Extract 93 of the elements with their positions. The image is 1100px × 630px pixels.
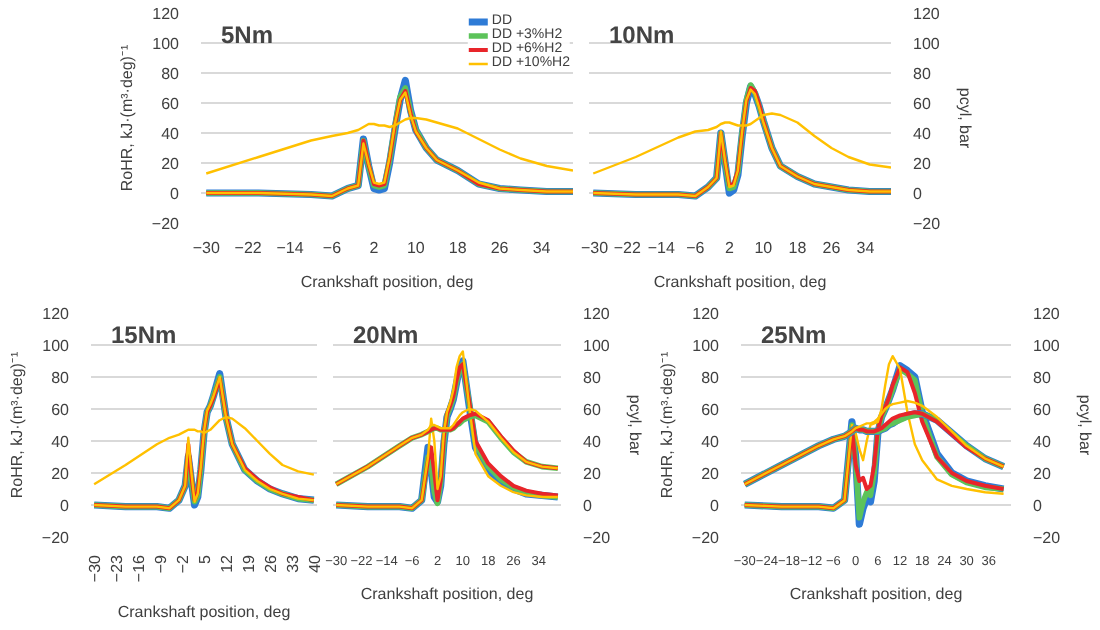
x-tick-label: 33: [283, 553, 302, 573]
y2-tick-label: 0: [1033, 497, 1043, 515]
y-tick-label: −20: [41, 529, 71, 547]
x-tick-label: 18: [448, 239, 468, 257]
x-tick-label: −14: [647, 239, 676, 257]
y2-tick-label: −20: [913, 215, 942, 233]
y-tick-label: 100: [42, 337, 71, 355]
y2-tick-label: 0: [583, 497, 593, 515]
y-tick-label: 120: [152, 5, 181, 23]
y-tick-label: 80: [51, 369, 71, 387]
y-tick-label: 100: [152, 35, 181, 53]
x-tick-label: 26: [490, 239, 510, 257]
x-tick-label: −30: [86, 553, 105, 583]
y2-tick-label: 100: [583, 337, 611, 355]
y-tick-label: 20: [161, 155, 181, 173]
x-tick-label: −14: [276, 239, 305, 257]
y-tick-label: 120: [42, 305, 71, 323]
y-tick-label: 60: [51, 401, 71, 419]
y2-tick-label: 80: [913, 65, 932, 83]
y2-tick-label: 120: [1033, 305, 1061, 323]
x-tick-label: −22: [234, 239, 263, 257]
x-tick-label: 2: [724, 239, 735, 257]
y2-tick-label: −20: [1033, 529, 1062, 547]
y-tick-label: 80: [161, 65, 181, 83]
y2-tick-label: −20: [583, 529, 612, 547]
x-tick-label: −30: [192, 239, 221, 257]
y2-tick-label: 20: [1033, 465, 1052, 483]
x-tick-label: −9: [152, 553, 171, 574]
x-tick-label: 19: [239, 553, 258, 573]
y2-tick-label: 100: [913, 35, 941, 53]
y-axis-title: RoHR, kJ·(m³·deg)⁻¹: [657, 351, 676, 499]
x-tick-label: 40: [305, 553, 324, 573]
x-tick-label: −16: [130, 553, 149, 583]
x-axis-title: Crankshaft position, deg: [653, 273, 827, 291]
y-tick-label: 0: [170, 185, 181, 203]
y2-tick-label: 40: [1033, 433, 1052, 451]
x-tick-label: −6: [322, 239, 343, 257]
x-axis-title: Crankshaft position, deg: [789, 585, 963, 603]
x-tick-label: −6: [686, 239, 706, 257]
x-tick-label: 12: [217, 553, 236, 573]
x-tick-label: 26: [822, 239, 842, 257]
chart-title: 10Nm: [609, 21, 675, 49]
y-tick-label: 80: [701, 369, 721, 387]
x-tick-label: −30: [581, 239, 610, 257]
x-tick-label: −2: [174, 553, 193, 574]
y-tick-label: −20: [691, 529, 721, 547]
y2-tick-label: 40: [913, 125, 932, 143]
y2-tick-label: 20: [583, 465, 602, 483]
y2-tick-label: 120: [913, 5, 941, 23]
y-tick-label: 40: [161, 125, 181, 143]
y2-axis-title: pcyl, bar: [1076, 394, 1095, 456]
chart-title: 15Nm: [111, 321, 177, 349]
chart-title: 5Nm: [221, 21, 274, 49]
y2-tick-label: 80: [1033, 369, 1052, 387]
x-tick-label: −23: [108, 553, 127, 583]
x-tick-label: 34: [532, 239, 552, 257]
y-tick-label: 40: [51, 433, 71, 451]
y2-axis-title: pcyl, bar: [626, 394, 645, 456]
x-tick-label: 10: [406, 239, 426, 257]
y-tick-label: 20: [51, 465, 71, 483]
y-tick-label: 100: [692, 337, 721, 355]
y-axis-title: RoHR, kJ·(m³·deg)⁻¹: [7, 351, 26, 499]
y2-tick-label: 60: [583, 401, 602, 419]
y2-tick-label: 40: [583, 433, 602, 451]
x-tick-label: −22: [613, 239, 642, 257]
y2-tick-label: 120: [583, 305, 611, 323]
x-tick-label: 34: [856, 239, 876, 257]
y-tick-label: 60: [701, 401, 721, 419]
chart-title: 25Nm: [761, 321, 827, 349]
y-tick-label: 20: [701, 465, 721, 483]
y-tick-label: 0: [710, 497, 721, 515]
y2-tick-label: 20: [913, 155, 932, 173]
y-tick-label: −20: [151, 215, 181, 233]
y-tick-label: 0: [60, 497, 71, 515]
x-axis-title: Crankshaft position, deg: [117, 603, 291, 621]
chart-title: 20Nm: [353, 321, 419, 349]
x-tick-label: 2: [369, 239, 380, 257]
y-axis-title: RoHR, kJ·(m³·deg)⁻¹: [117, 44, 136, 192]
y2-tick-label: 80: [583, 369, 602, 387]
x-tick-label: 18: [788, 239, 808, 257]
y2-tick-label: 0: [913, 185, 923, 203]
y2-tick-label: 100: [1033, 337, 1061, 355]
y-tick-label: 60: [161, 95, 181, 113]
y-tick-label: 120: [692, 305, 721, 323]
x-tick-label: 5: [196, 553, 214, 564]
x-tick-label: 26: [261, 553, 280, 573]
x-tick-label: 10: [754, 239, 774, 257]
y2-tick-label: 60: [1033, 401, 1052, 419]
x-axis-title: Crankshaft position, deg: [300, 273, 474, 291]
x-axis-title: Crankshaft position, deg: [360, 585, 534, 603]
y2-tick-label: 60: [913, 95, 932, 113]
y2-axis-title: pcyl, bar: [956, 87, 975, 149]
y-tick-label: 40: [701, 433, 721, 451]
